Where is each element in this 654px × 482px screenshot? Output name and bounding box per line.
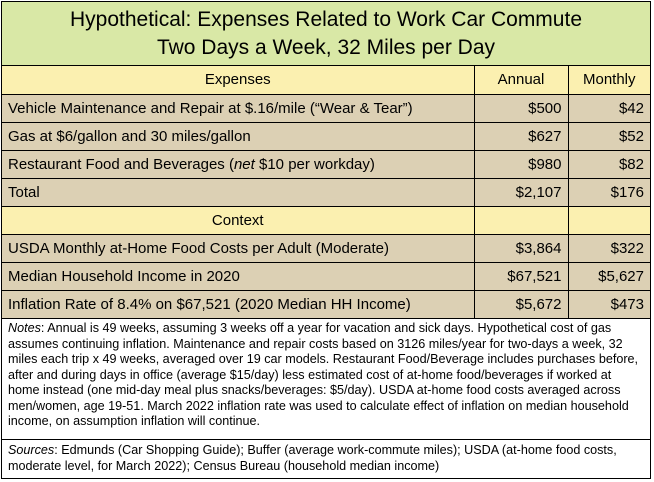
row-label-post: $10 per workday) xyxy=(254,155,375,173)
figure-title: Hypothetical: Expenses Related to Work C… xyxy=(2,2,650,66)
row-label: Median Household Income in 2020 xyxy=(2,261,475,291)
row-monthly: $473 xyxy=(567,289,650,319)
context-header-row: Context xyxy=(2,205,650,235)
row-label: USDA Monthly at-Home Food Costs per Adul… xyxy=(2,233,475,263)
row-monthly: $322 xyxy=(567,233,650,263)
row-annual: $3,864 xyxy=(473,233,569,263)
header-annual: Annual xyxy=(473,66,569,95)
table-row: Vehicle Maintenance and Repair at $.16/m… xyxy=(2,93,650,123)
table-row: Median Household Income in 2020 $67,521 … xyxy=(2,261,650,291)
row-label-pre: Restaurant Food and Beverages ( xyxy=(8,155,234,173)
context-header-empty xyxy=(567,205,650,235)
row-annual: $2,107 xyxy=(473,177,569,207)
title-line-2: Two Days a Week, 32 Miles per Day xyxy=(156,36,496,59)
total-row: Total $2,107 $176 xyxy=(2,177,650,207)
expenses-table: Expenses Annual Monthly Vehicle Maintena… xyxy=(2,66,650,319)
title-line-1: Hypothetical: Expenses Related to Work C… xyxy=(70,8,582,31)
row-label: Inflation Rate of 8.4% on $67,521 (2020 … xyxy=(2,289,475,319)
sources-label: Sources xyxy=(8,443,55,457)
row-annual: $67,521 xyxy=(473,261,569,291)
row-monthly: $52 xyxy=(567,121,650,151)
row-label-italic: net xyxy=(233,155,255,173)
row-monthly: $42 xyxy=(567,93,650,123)
row-monthly: $82 xyxy=(567,149,650,179)
table-row: Gas at $6/gallon and 30 miles/gallon $62… xyxy=(2,121,650,151)
row-label: Gas at $6/gallon and 30 miles/gallon xyxy=(2,121,475,151)
row-label: Vehicle Maintenance and Repair at $.16/m… xyxy=(2,93,475,123)
header-row: Expenses Annual Monthly xyxy=(2,66,650,95)
context-header: Context xyxy=(2,205,475,235)
row-label: Total xyxy=(2,177,475,207)
row-annual: $5,672 xyxy=(473,289,569,319)
table-row: USDA Monthly at-Home Food Costs per Adul… xyxy=(2,233,650,263)
sources-section: Sources: Edmunds (Car Shopping Guide); B… xyxy=(2,440,650,478)
row-monthly: $176 xyxy=(567,177,650,207)
notes-text: : Annual is 49 weeks, assuming 3 weeks o… xyxy=(8,321,639,428)
row-annual: $627 xyxy=(473,121,569,151)
context-header-empty xyxy=(473,205,569,235)
header-expenses: Expenses xyxy=(2,66,475,95)
notes-section: Notes: Annual is 49 weeks, assuming 3 we… xyxy=(2,318,650,440)
header-monthly: Monthly xyxy=(567,66,650,95)
row-annual: $500 xyxy=(473,93,569,123)
row-monthly: $5,627 xyxy=(567,261,650,291)
row-annual: $980 xyxy=(473,149,569,179)
table-row: Inflation Rate of 8.4% on $67,521 (2020 … xyxy=(2,289,650,319)
table-row: Restaurant Food and Beverages (net $10 p… xyxy=(2,149,650,179)
sources-text: : Edmunds (Car Shopping Guide); Buffer (… xyxy=(8,443,617,473)
notes-label: Notes xyxy=(8,321,41,335)
row-label: Restaurant Food and Beverages (net $10 p… xyxy=(2,149,475,179)
